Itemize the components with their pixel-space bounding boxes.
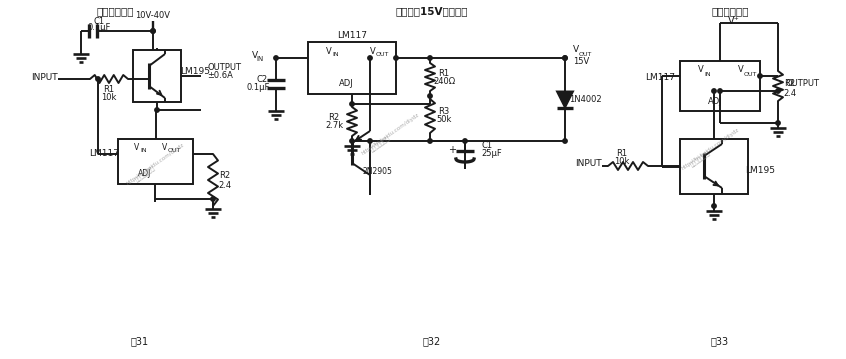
Text: OUT: OUT <box>744 71 757 76</box>
Circle shape <box>155 108 159 112</box>
Text: LM117: LM117 <box>89 149 119 158</box>
Bar <box>680 61 760 111</box>
Text: C2: C2 <box>256 75 267 84</box>
Text: V⁺: V⁺ <box>728 16 740 26</box>
Circle shape <box>711 204 717 208</box>
Text: C1: C1 <box>481 141 492 150</box>
Text: V: V <box>326 47 332 56</box>
Circle shape <box>96 77 100 81</box>
Text: LM117: LM117 <box>337 31 367 39</box>
Text: 25μF: 25μF <box>481 149 502 159</box>
Text: 2.4: 2.4 <box>783 89 797 98</box>
Text: OUT: OUT <box>376 52 389 57</box>
Text: 图31: 图31 <box>131 336 149 346</box>
Circle shape <box>428 94 432 98</box>
Circle shape <box>563 56 567 60</box>
Text: R2: R2 <box>328 113 339 122</box>
Text: http://hi.baidu.com/diydz: http://hi.baidu.com/diydz <box>360 112 420 156</box>
Circle shape <box>349 102 354 106</box>
Circle shape <box>368 56 372 60</box>
Text: OUTPUT: OUTPUT <box>786 79 820 88</box>
Text: V: V <box>370 47 376 56</box>
Text: OUTPUT: OUTPUT <box>207 64 241 73</box>
Circle shape <box>758 74 762 78</box>
Text: C1: C1 <box>93 17 105 25</box>
Circle shape <box>776 121 780 125</box>
Polygon shape <box>557 92 573 107</box>
Text: 1N4002: 1N4002 <box>569 95 602 104</box>
Text: INPUT: INPUT <box>575 159 602 168</box>
Circle shape <box>428 56 432 60</box>
Text: IN: IN <box>256 56 264 62</box>
Text: 图33: 图33 <box>711 336 729 346</box>
Circle shape <box>274 56 278 60</box>
Text: INPUT: INPUT <box>31 73 58 81</box>
Circle shape <box>151 29 155 33</box>
Text: R1: R1 <box>617 149 628 159</box>
Text: V: V <box>738 65 744 75</box>
Circle shape <box>563 139 567 143</box>
Circle shape <box>393 56 398 60</box>
Text: 图32: 图32 <box>423 336 441 346</box>
Circle shape <box>463 139 467 143</box>
Text: 成态电子制作网: 成态电子制作网 <box>369 135 391 153</box>
Text: 10k: 10k <box>614 158 629 167</box>
Circle shape <box>368 139 372 143</box>
Text: +: + <box>448 145 456 155</box>
Text: 高增益放大器: 高增益放大器 <box>711 6 749 16</box>
Text: V: V <box>252 51 258 61</box>
Text: V: V <box>698 65 704 75</box>
Circle shape <box>563 56 567 60</box>
Text: 电压跟随电路: 电压跟随电路 <box>96 6 134 16</box>
Bar <box>308 42 396 94</box>
Text: ADJ: ADJ <box>338 79 354 89</box>
Text: R1: R1 <box>438 69 449 78</box>
Text: 10V-40V: 10V-40V <box>135 11 171 20</box>
Text: LM195: LM195 <box>180 66 210 75</box>
Bar <box>680 139 748 194</box>
Text: IN: IN <box>140 149 146 154</box>
Text: 2.7k: 2.7k <box>325 121 343 130</box>
Text: R3: R3 <box>438 107 449 117</box>
Text: 2.4: 2.4 <box>218 181 232 190</box>
Text: 15V: 15V <box>573 57 590 66</box>
Text: 2N2905: 2N2905 <box>362 167 392 176</box>
Circle shape <box>211 197 215 201</box>
Text: http://hi.baidu.com/diydz: http://hi.baidu.com/diydz <box>680 127 739 171</box>
Circle shape <box>776 89 780 93</box>
Bar <box>118 139 193 184</box>
Text: 0.1μF: 0.1μF <box>87 23 111 32</box>
Text: ADJ: ADJ <box>707 97 722 106</box>
Text: LM117: LM117 <box>645 74 675 83</box>
Circle shape <box>151 29 155 33</box>
Circle shape <box>711 89 717 93</box>
Text: 成态电子制作网: 成态电子制作网 <box>689 150 711 168</box>
Text: OUT: OUT <box>168 149 181 154</box>
Text: R1: R1 <box>103 84 114 93</box>
Text: 240Ω: 240Ω <box>433 76 455 85</box>
Text: 成态电子制作网: 成态电子制作网 <box>134 165 156 183</box>
Text: 50k: 50k <box>437 116 452 125</box>
Text: 延迟启动15V稳压电路: 延迟启动15V稳压电路 <box>396 6 468 16</box>
Text: http://hi.baidu.com/diydz: http://hi.baidu.com/diydz <box>125 142 184 186</box>
Text: V: V <box>573 46 580 55</box>
Text: LM195: LM195 <box>745 166 775 175</box>
Circle shape <box>717 89 722 93</box>
Text: OUT: OUT <box>579 51 592 56</box>
Bar <box>133 50 181 102</box>
Text: 0.1μF: 0.1μF <box>246 84 270 93</box>
Text: IN: IN <box>332 52 338 57</box>
Text: ADJ: ADJ <box>138 169 151 178</box>
Circle shape <box>349 139 354 143</box>
Text: V: V <box>162 144 168 153</box>
Text: IN: IN <box>704 71 711 76</box>
Circle shape <box>428 139 432 143</box>
Text: 10k: 10k <box>102 93 117 102</box>
Text: R2: R2 <box>219 172 231 181</box>
Text: R2: R2 <box>784 79 795 88</box>
Text: V: V <box>134 144 140 153</box>
Text: ±0.6A: ±0.6A <box>207 71 233 80</box>
